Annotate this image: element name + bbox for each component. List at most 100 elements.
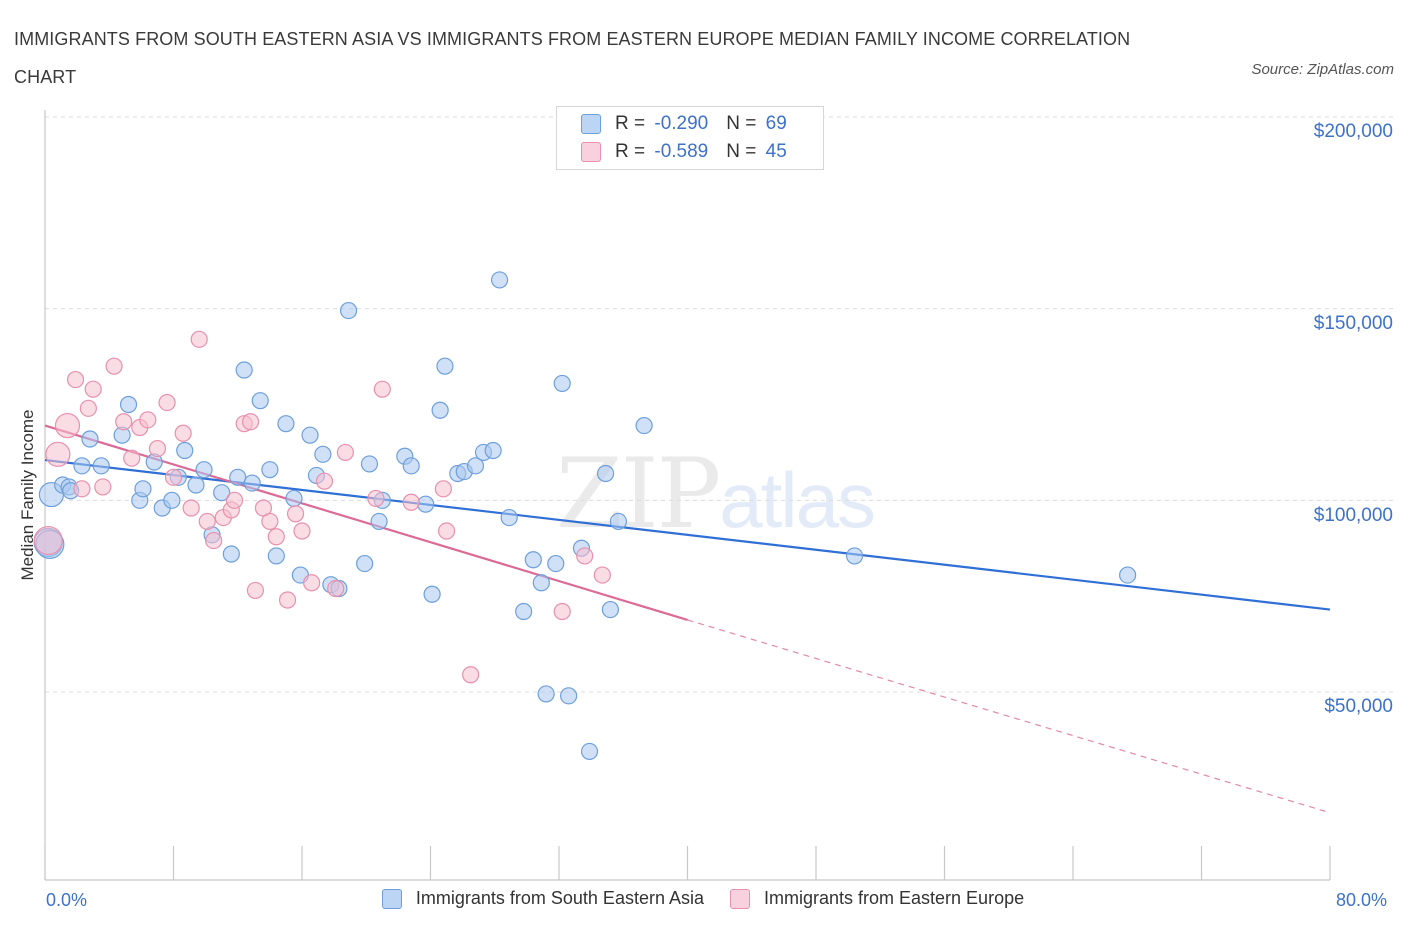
point-ee — [79, 399, 97, 417]
point-sea — [176, 441, 194, 460]
point-sea — [285, 489, 303, 508]
point-ee — [336, 443, 354, 462]
point-ee — [198, 512, 216, 531]
r-label: R = — [615, 113, 651, 134]
y-axis-label: Median Family Income — [18, 409, 37, 581]
point-ee — [286, 505, 305, 523]
point-ee — [267, 528, 285, 546]
point-sea — [609, 512, 628, 531]
point-sea — [524, 551, 542, 569]
point-sea — [314, 445, 332, 463]
point-ee — [148, 439, 167, 458]
point-sea — [580, 742, 599, 761]
legend-swatch-ee — [730, 888, 750, 909]
point-ee — [94, 478, 112, 496]
point-sea — [1119, 566, 1137, 584]
point-ee — [315, 472, 334, 490]
point-sea — [466, 457, 485, 475]
point-sea — [845, 547, 864, 565]
point-ee — [45, 441, 71, 467]
n-value: 45 — [765, 141, 787, 162]
trend-line-ee-extrapolated — [687, 619, 1331, 814]
point-sea — [222, 545, 240, 563]
legend-item-ee: Immigrants from Eastern Europe — [730, 888, 1024, 909]
point-sea — [635, 416, 653, 435]
point-sea — [251, 392, 269, 410]
point-ee — [261, 512, 279, 531]
point-sea — [500, 508, 518, 527]
r-value: -0.290 — [654, 113, 709, 134]
point-ee — [293, 522, 311, 540]
legend-swatch-sea — [581, 114, 601, 134]
point-sea — [243, 474, 261, 492]
point-ee — [205, 531, 223, 550]
point-sea — [92, 457, 110, 475]
points-layer — [33, 271, 1137, 761]
point-sea — [537, 685, 555, 703]
point-sea — [601, 600, 620, 619]
y-tick-label: $200,000 — [1313, 121, 1393, 142]
point-ee — [190, 330, 208, 348]
legend-item-sea: Immigrants from South Eastern Asia — [381, 888, 704, 909]
point-ee — [123, 449, 141, 467]
point-sea — [360, 455, 379, 473]
r-value: -0.589 — [654, 141, 709, 162]
point-sea — [134, 480, 152, 498]
point-ee — [73, 480, 91, 498]
point-ee — [182, 499, 200, 517]
point-sea — [187, 476, 205, 494]
point-ee — [139, 411, 157, 429]
legend-row-ee: R = -0.589 N = 45 — [581, 141, 787, 163]
source-label: Source: ZipAtlas.com — [1251, 61, 1394, 78]
point-sea — [553, 374, 571, 393]
point-ee — [373, 380, 391, 398]
point-ee — [553, 602, 571, 621]
point-ee — [462, 666, 480, 684]
point-sea — [339, 301, 358, 320]
point-sea — [119, 395, 138, 414]
point-sea — [370, 512, 388, 531]
point-ee — [437, 522, 456, 540]
point-ee — [164, 468, 183, 486]
grid-layer — [45, 116, 1395, 693]
point-ee — [576, 547, 594, 565]
n-value: 69 — [765, 113, 787, 134]
correlation-legend: R = -0.290 N = 69 R = -0.589 N = 45 — [556, 106, 824, 170]
watermark: ZIPatlas — [556, 438, 876, 550]
legend-label-ee: Immigrants from Eastern Europe — [764, 888, 1025, 908]
point-sea — [81, 430, 99, 448]
point-ee — [54, 412, 81, 439]
legend-swatch-ee — [581, 142, 601, 162]
point-ee — [434, 480, 452, 498]
point-ee — [593, 566, 611, 584]
point-sea — [356, 554, 374, 573]
axis-layer — [44, 110, 1331, 881]
point-sea — [560, 687, 578, 705]
point-sea — [515, 602, 533, 621]
y-tick-label: $50,000 — [1324, 696, 1393, 717]
point-sea — [277, 415, 295, 433]
point-sea — [195, 461, 213, 479]
point-sea — [163, 491, 181, 509]
watermark-zip: ZIP — [556, 438, 721, 550]
legend-row-sea: R = -0.290 N = 69 — [581, 113, 787, 135]
point-sea — [431, 401, 449, 419]
point-ee — [115, 413, 133, 431]
point-ee — [105, 357, 123, 375]
point-sea — [423, 585, 441, 603]
point-ee — [66, 370, 85, 389]
r-label: R = — [615, 141, 651, 162]
point-sea — [417, 495, 435, 513]
legend-label-sea: Immigrants from South Eastern Asia — [415, 888, 704, 908]
point-ee — [278, 591, 297, 609]
legend-swatch-sea — [381, 888, 402, 909]
series-legend: Immigrants from South Eastern Asia Immig… — [0, 888, 1406, 909]
point-sea — [235, 361, 253, 379]
n-label: N = — [726, 113, 762, 134]
point-sea — [213, 484, 231, 502]
y-tick-label: $100,000 — [1313, 505, 1393, 526]
point-ee — [367, 489, 385, 508]
point-sea — [73, 457, 91, 475]
point-sea — [490, 271, 509, 289]
